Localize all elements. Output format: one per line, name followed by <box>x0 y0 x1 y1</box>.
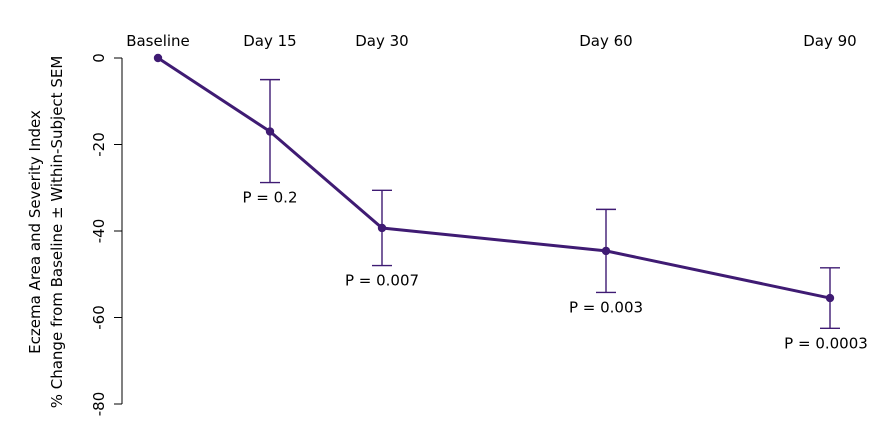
y-axis: 0 -20 -40 -60 -80 <box>90 53 123 417</box>
data-point <box>153 53 163 63</box>
data-point <box>377 223 387 233</box>
data-point <box>265 127 275 136</box>
x-axis-labels: Baseline Day 15 Day 30 Day 60 Day 90 <box>126 32 857 50</box>
series-line <box>157 56 831 300</box>
p-value-label: P = 0.007 <box>345 272 419 290</box>
x-tick-label: Day 60 <box>579 32 632 50</box>
p-value-labels: P = 0.2 P = 0.007 P = 0.003 P = 0.0003 <box>242 189 867 353</box>
p-value-label: P = 0.003 <box>569 298 643 316</box>
data-points <box>153 53 835 303</box>
y-axis-title-line-1: Eczema Area and Severity Index <box>26 110 44 354</box>
y-tick-label: -80 <box>90 392 108 417</box>
y-tick-label: -20 <box>90 132 108 157</box>
x-tick-label: Baseline <box>126 32 190 50</box>
y-tick-label: -60 <box>90 305 108 330</box>
y-tick-label: -40 <box>90 219 108 244</box>
p-value-label: P = 0.2 <box>242 189 297 207</box>
y-axis-title-line-2: % Change from Baseline ± Within-Subject … <box>48 56 66 409</box>
error-bars <box>260 78 840 330</box>
x-tick-label: Day 30 <box>355 32 408 50</box>
y-tick-label: 0 <box>90 53 108 63</box>
data-point <box>601 246 611 256</box>
data-point <box>825 293 835 303</box>
x-tick-label: Day 90 <box>803 32 856 50</box>
p-value-label: P = 0.0003 <box>784 334 868 352</box>
y-axis-title: Eczema Area and Severity Index % Change … <box>26 56 66 409</box>
x-tick-label: Day 15 <box>243 32 296 50</box>
